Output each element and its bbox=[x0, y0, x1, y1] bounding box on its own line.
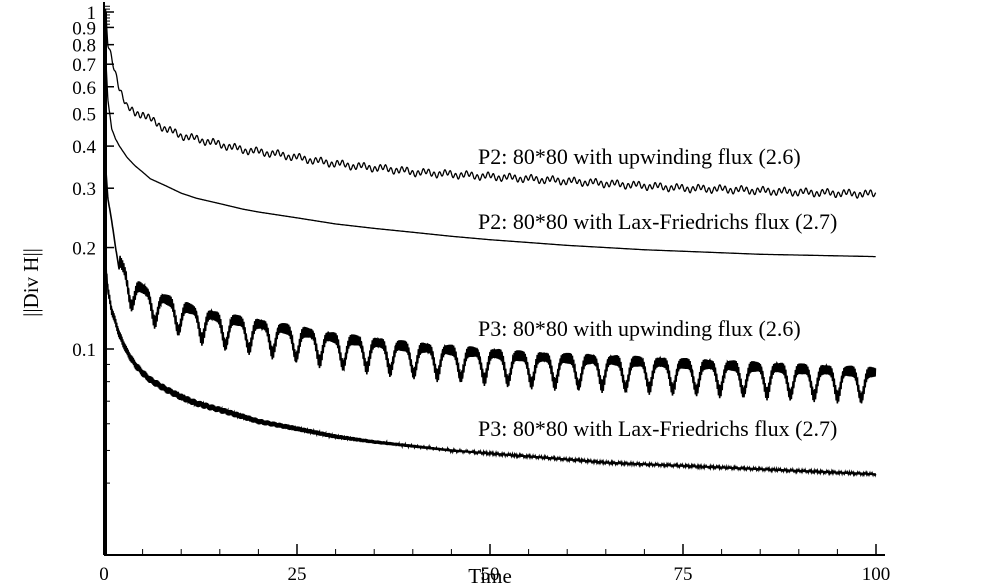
x-tick-label: 75 bbox=[674, 564, 693, 585]
series-label-4: P3: 80*80 with Lax-Friedrichs flux (2.7) bbox=[478, 416, 837, 441]
y-tick-label: 0.9 bbox=[72, 18, 96, 39]
y-tick-label: 0.6 bbox=[72, 78, 96, 99]
y-tick-label: 0.4 bbox=[72, 137, 96, 158]
y-tick-label: 0.5 bbox=[72, 104, 96, 125]
y-tick-label: 0.8 bbox=[72, 36, 96, 57]
series-labels: P2: 80*80 with upwinding flux (2.6) P2: 8… bbox=[478, 144, 837, 441]
curves bbox=[104, 8, 877, 478]
y-tick-label: 0.3 bbox=[72, 179, 96, 200]
series-label-2: P2: 80*80 with Lax-Friedrichs flux (2.7) bbox=[478, 209, 837, 234]
x-tick-label: 100 bbox=[862, 564, 891, 585]
series-line-1 bbox=[104, 8, 877, 199]
y-tick-label: 0.1 bbox=[72, 340, 96, 361]
series-label-3: P3: 80*80 with upwinding flux (2.6) bbox=[478, 316, 801, 341]
x-tick-label: 0 bbox=[99, 564, 109, 585]
y-tick-label: 0.7 bbox=[72, 55, 96, 76]
series-line-4 bbox=[104, 263, 877, 478]
x-tick-label: 50 bbox=[481, 564, 500, 585]
y-axis-title: ||Div H|| bbox=[19, 248, 43, 317]
x-axis-title: Time bbox=[468, 564, 512, 588]
y-tick-label: 1 bbox=[87, 3, 97, 24]
series-line-3 bbox=[104, 165, 877, 404]
series-label-1: P2: 80*80 with upwinding flux (2.6) bbox=[478, 144, 801, 169]
axes: 0 25 50 75 100 0.1 0.2 0.3 0.4 0.5 0.60.70.80.91 bbox=[72, 2, 890, 585]
x-tick-label: 25 bbox=[288, 564, 307, 585]
series-line-2 bbox=[104, 54, 876, 258]
y-tick-label: 0.2 bbox=[72, 239, 96, 260]
